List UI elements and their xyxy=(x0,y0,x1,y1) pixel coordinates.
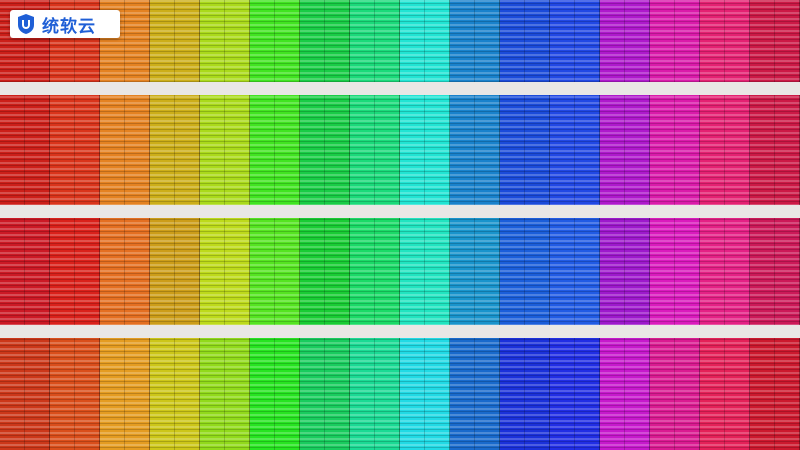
shelf xyxy=(0,82,800,95)
logo: 统软云 xyxy=(10,10,120,38)
logo-text: 统软云 xyxy=(42,16,96,37)
shelf xyxy=(0,325,800,338)
shelf xyxy=(0,205,800,218)
logo-icon xyxy=(18,14,34,34)
